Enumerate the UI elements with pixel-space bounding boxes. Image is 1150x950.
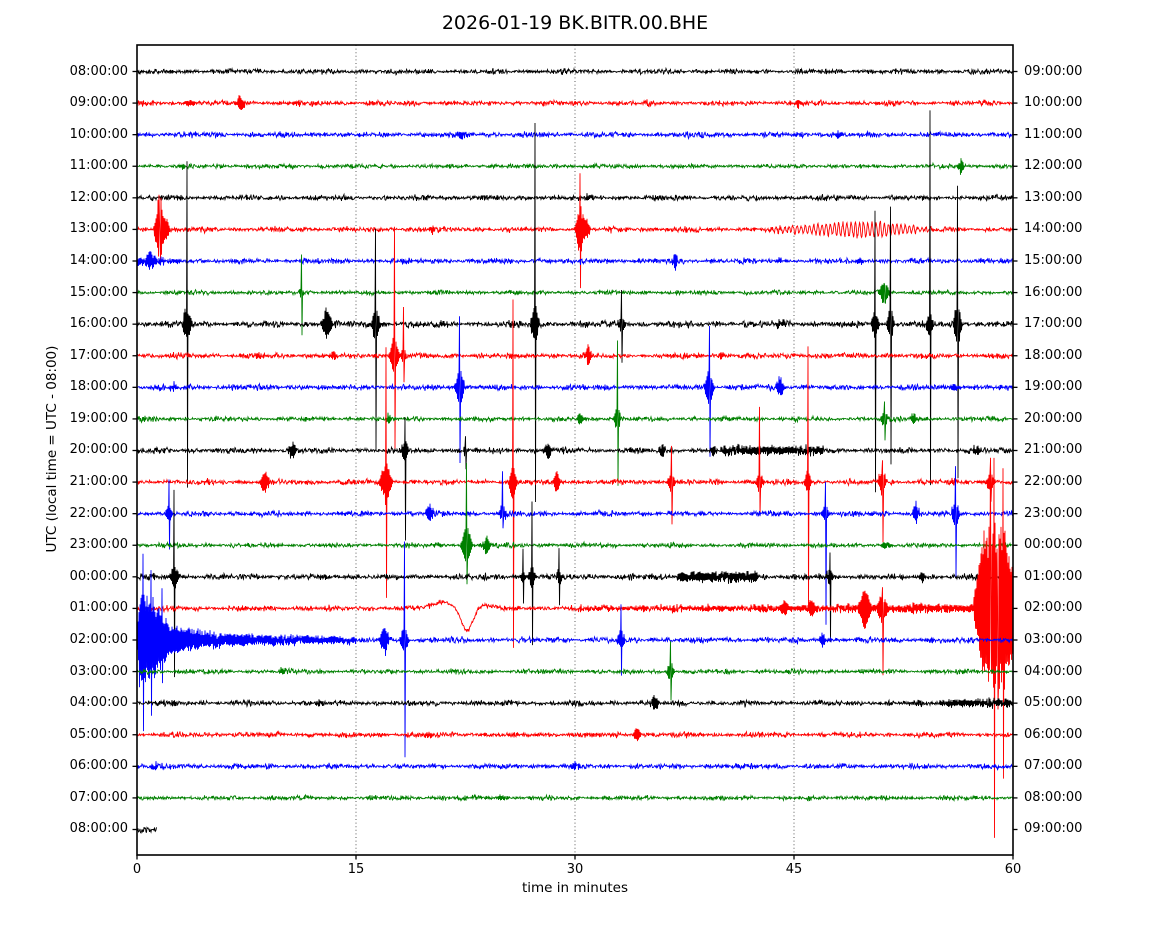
x-tick-label: 15 — [347, 862, 365, 877]
y-tick-label-right: 10:00:00 — [1024, 95, 1083, 111]
x-tick-label: 0 — [132, 862, 142, 877]
y-tick-label-right: 09:00:00 — [1024, 821, 1083, 837]
y-tick-label-left: 23:00:00 — [69, 537, 128, 553]
trace-row-15-23:00:00 — [137, 462, 1013, 585]
trace-row-5-13:00:00 — [137, 173, 1013, 289]
trace-row-10-18:00:00 — [137, 316, 1013, 464]
y-tick-label-left: 13:00:00 — [69, 221, 128, 237]
trace-row-1-09:00:00 — [137, 95, 1013, 111]
y-tick-label-right: 06:00:00 — [1024, 726, 1083, 742]
trace-row-2-10:00:00 — [137, 129, 1013, 141]
y-tick-label-right: 18:00:00 — [1024, 347, 1083, 363]
y-tick-label-right: 09:00:00 — [1024, 63, 1083, 79]
y-tick-label-left: 12:00:00 — [69, 189, 128, 205]
y-tick-label-right: 15:00:00 — [1024, 252, 1083, 268]
y-tick-label-left: 05:00:00 — [69, 726, 128, 742]
y-tick-label-left: 14:00:00 — [69, 252, 128, 268]
trace-row-0-08:00:00 — [137, 66, 1013, 76]
y-tick-label-left: 04:00:00 — [69, 695, 128, 711]
trace-row-19-03:00:00 — [137, 641, 1013, 701]
y-tick-label-left: 08:00:00 — [69, 63, 128, 79]
y-tick-label-right: 17:00:00 — [1024, 316, 1083, 332]
axes-frame — [132, 44, 1018, 860]
trace-row-18-02:00:00 — [137, 541, 1013, 758]
y-tick-label-right: 12:00:00 — [1024, 158, 1083, 174]
y-tick-label-left: 15:00:00 — [69, 284, 128, 300]
x-tick-label: 60 — [1004, 862, 1022, 877]
x-axis-label: time in minutes — [521, 880, 629, 896]
trace-row-4-12:00:00 — [137, 192, 1013, 203]
y-tick-label-right: 16:00:00 — [1024, 284, 1083, 300]
y-tick-label-left: 10:00:00 — [69, 126, 128, 142]
y-tick-label-left: 09:00:00 — [69, 95, 128, 111]
y-tick-label-right: 20:00:00 — [1024, 410, 1083, 426]
trace-row-14-22:00:00 — [137, 466, 1013, 625]
y-tick-label-right: 11:00:00 — [1024, 126, 1083, 142]
trace-row-11-19:00:00 — [137, 340, 1013, 486]
y-tick-label-left: 18:00:00 — [69, 379, 128, 395]
trace-row-21-05:00:00 — [137, 728, 1013, 742]
y-tick-label-right: 23:00:00 — [1024, 505, 1083, 521]
trace-row-7-15:00:00 — [137, 254, 1013, 336]
trace-row-12-20:00:00 — [137, 417, 1013, 541]
traces — [137, 66, 1013, 838]
trace-row-24-08:00:00 — [137, 826, 157, 834]
y-tick-label-right: 14:00:00 — [1024, 221, 1083, 237]
trace-row-23-07:00:00 — [137, 793, 1013, 803]
trace-row-16-00:00:00 — [137, 489, 1013, 678]
y-tick-label-right: 21:00:00 — [1024, 442, 1083, 458]
y-tick-label-right: 05:00:00 — [1024, 695, 1083, 711]
y-tick-label-left: 20:00:00 — [69, 442, 128, 458]
trace-row-17-01:00:00 — [137, 457, 1013, 838]
y-tick-label-left: 03:00:00 — [69, 663, 128, 679]
y-tick-label-left: 08:00:00 — [69, 821, 128, 837]
y-tick-label-right: 03:00:00 — [1024, 631, 1083, 647]
y-tick-label-left: 22:00:00 — [69, 505, 128, 521]
y-tick-label-right: 02:00:00 — [1024, 600, 1083, 616]
trace-row-9-17:00:00 — [137, 226, 1013, 451]
y-tick-label-left: 01:00:00 — [69, 600, 128, 616]
y-tick-label-left: 02:00:00 — [69, 631, 128, 647]
trace-row-13-21:00:00 — [137, 299, 1013, 648]
y-tick-label-left: 06:00:00 — [69, 758, 128, 774]
y-tick-label-right: 01:00:00 — [1024, 568, 1083, 584]
x-tick-label: 45 — [785, 862, 803, 877]
y-tick-label-right: 07:00:00 — [1024, 758, 1083, 774]
y-tick-label-left: 21:00:00 — [69, 474, 128, 490]
y-tick-label-left: 19:00:00 — [69, 410, 128, 426]
trace-row-6-14:00:00 — [137, 250, 1013, 271]
y-tick-label-left: 16:00:00 — [69, 316, 128, 332]
trace-row-20-04:00:00 — [137, 694, 1013, 710]
y-tick-label-left: 07:00:00 — [69, 789, 128, 805]
y-tick-label-right: 13:00:00 — [1024, 189, 1083, 205]
y-tick-label-left: 11:00:00 — [69, 158, 128, 174]
page-title: 2026-01-19 BK.BITR.00.BHE — [441, 12, 709, 34]
trace-row-22-06:00:00 — [137, 760, 1013, 771]
y-tick-label-left: 00:00:00 — [69, 568, 128, 584]
y-tick-label-right: 08:00:00 — [1024, 789, 1083, 805]
trace-row-3-11:00:00 — [137, 158, 1013, 175]
y-tick-label-right: 00:00:00 — [1024, 537, 1083, 553]
y-tick-label-right: 19:00:00 — [1024, 379, 1083, 395]
y-tick-label-right: 04:00:00 — [1024, 663, 1083, 679]
trace-row-8-16:00:00 — [137, 110, 1013, 503]
y-tick-label-right: 22:00:00 — [1024, 474, 1083, 490]
x-tick-label: 30 — [566, 862, 584, 877]
y-tick-label-left: 17:00:00 — [69, 347, 128, 363]
